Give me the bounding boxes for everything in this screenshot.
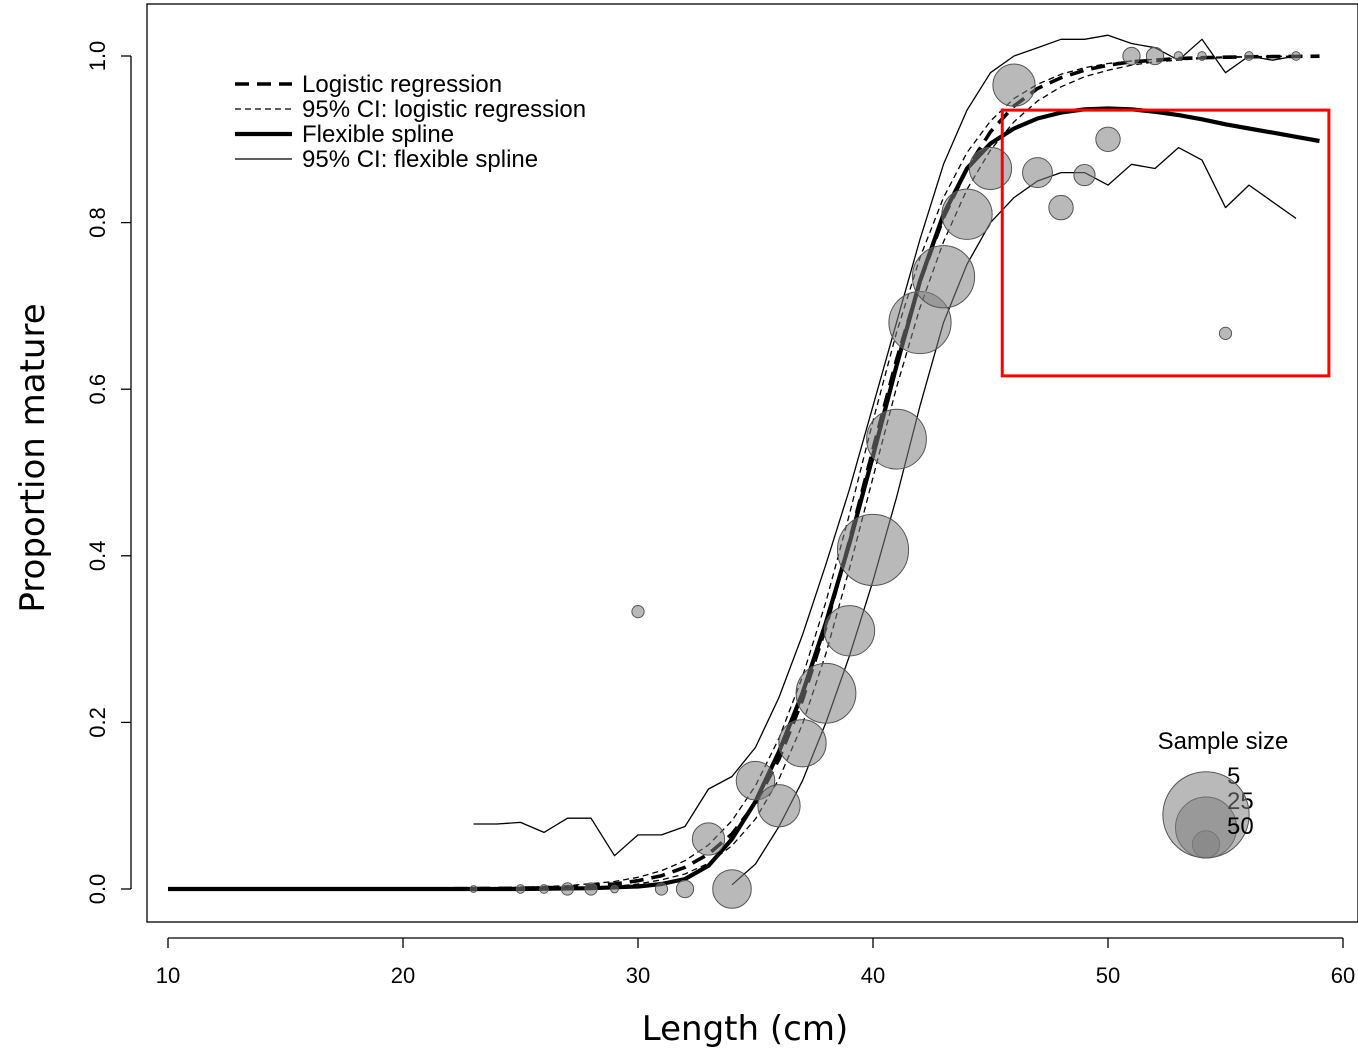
data-point-20 <box>941 188 993 240</box>
highlight-box <box>1000 108 1331 378</box>
x-tick-label-10: 10 <box>156 963 180 988</box>
y-tick-label-5: 1.0 <box>85 41 110 72</box>
data-point-9 <box>691 822 726 856</box>
data-point-24 <box>1048 194 1074 221</box>
data-point-14 <box>795 662 857 724</box>
y-axis-title: Proportion mature <box>13 303 53 612</box>
plot-frame-rect <box>146 3 1358 923</box>
size-legend: Sample size52550 <box>1158 728 1289 859</box>
y-axis: 0.0 0.2 0.4 0.6 0.8 1.0 <box>85 41 132 905</box>
legend-label-0: Logistic regression <box>302 71 502 98</box>
data-point-32 <box>1244 51 1254 61</box>
size-legend-circle-50 <box>1162 771 1250 859</box>
data-point-31 <box>1218 326 1233 340</box>
data-point-2 <box>539 884 549 894</box>
data-point-6 <box>631 605 645 619</box>
data-point-28 <box>1145 46 1165 66</box>
highlight-rect <box>1000 108 1331 378</box>
x-tick-label-60: 60 <box>1331 963 1355 988</box>
curve-thick-dashed-0 <box>168 54 1320 891</box>
data-point-7 <box>654 882 669 896</box>
data-point-16 <box>836 513 910 587</box>
size-legend-label-50: 50 <box>1227 813 1254 840</box>
data-point-12 <box>757 784 801 828</box>
data-point-1 <box>515 884 526 894</box>
curve-thin-dashed-1 <box>473 55 1297 889</box>
y-tick-label-2: 0.4 <box>85 541 110 572</box>
plot-frame <box>146 3 1358 923</box>
data-point-3 <box>560 882 575 896</box>
data-point-4 <box>584 882 598 896</box>
x-tick-label-30: 30 <box>626 963 650 988</box>
data-point-13 <box>778 719 827 768</box>
data-point-15 <box>823 605 876 657</box>
data-point-8 <box>675 879 695 899</box>
data-point-26 <box>1095 126 1121 153</box>
legend-label-2: Flexible spline <box>302 121 454 148</box>
x-axis: 10 20 30 40 50 60 <box>156 937 1355 988</box>
legend-label-3: 95% CI: flexible spline <box>302 146 538 173</box>
y-tick-label-3: 0.6 <box>85 374 110 405</box>
data-point-21 <box>968 146 1013 191</box>
y-tick-label-1: 0.2 <box>85 707 110 738</box>
data-point-19 <box>911 245 976 309</box>
data-point-10 <box>712 869 752 909</box>
size-legend-title: Sample size <box>1158 728 1289 755</box>
data-point-0 <box>469 885 478 893</box>
x-tick-label-20: 20 <box>391 963 415 988</box>
data-points <box>469 46 1301 909</box>
y-tick-label-0: 0.0 <box>85 874 110 905</box>
y-tick-label-4: 0.8 <box>85 207 110 238</box>
data-point-25 <box>1073 164 1096 187</box>
legend-label-1: 95% CI: logistic regression <box>302 96 586 123</box>
data-point-30 <box>1197 51 1207 61</box>
data-point-29 <box>1173 51 1184 61</box>
x-axis-title: Length (cm) <box>642 1009 848 1049</box>
data-point-22 <box>992 63 1036 107</box>
data-point-27 <box>1122 46 1141 66</box>
data-point-33 <box>1291 51 1301 61</box>
curve-thin-dashed-2 <box>473 55 1297 890</box>
data-point-17 <box>866 408 927 470</box>
x-tick-label-50: 50 <box>1096 963 1120 988</box>
data-point-5 <box>610 884 619 894</box>
data-point-23 <box>1022 157 1053 189</box>
x-tick-label-40: 40 <box>861 963 885 988</box>
